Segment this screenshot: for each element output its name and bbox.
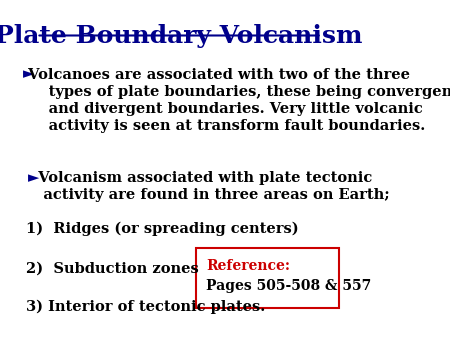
Text: 2)  Subduction zones: 2) Subduction zones [27, 262, 199, 276]
Text: Pages 505-508 & 557: Pages 505-508 & 557 [206, 279, 372, 293]
Text: Volcanism associated with plate tectonic
   activity are found in three areas on: Volcanism associated with plate tectonic… [28, 171, 390, 202]
Text: Plate Boundary Volcanism: Plate Boundary Volcanism [0, 24, 363, 48]
Text: Reference:: Reference: [206, 259, 290, 272]
Text: ►: ► [23, 68, 34, 81]
Text: 1)  Ridges (or spreading centers): 1) Ridges (or spreading centers) [27, 221, 299, 236]
Text: 3) Interior of tectonic plates.: 3) Interior of tectonic plates. [27, 299, 265, 314]
FancyBboxPatch shape [196, 248, 338, 308]
Text: Volcanoes are associated with two of the three
     types of plate boundaries, t: Volcanoes are associated with two of the… [23, 68, 450, 134]
Text: ►: ► [28, 171, 39, 185]
